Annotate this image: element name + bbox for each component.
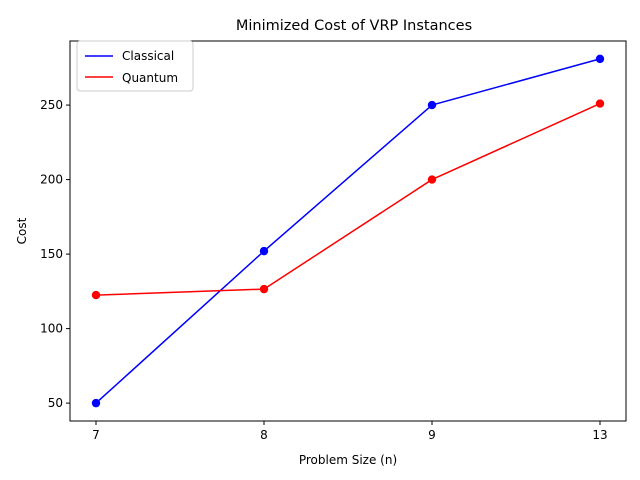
y-tick-label: 200 — [40, 173, 63, 187]
classical-data-point — [259, 246, 269, 256]
quantum-data-point — [259, 284, 269, 294]
x-tick-label: 8 — [260, 428, 268, 442]
classical-data-point — [427, 100, 437, 110]
plot-area — [69, 40, 627, 422]
x-axis-ticks: 7 8 9 13 — [92, 421, 608, 442]
x-axis-label: Problem Size (n) — [299, 453, 397, 467]
series-classical — [91, 54, 605, 408]
classical-series-line — [95, 58, 601, 404]
classical-data-point — [91, 398, 101, 408]
quantum-data-point — [427, 175, 437, 184]
y-tick-label: 250 — [40, 98, 63, 112]
legend-quantum-label: Quantum — [122, 71, 178, 85]
legend-box — [76, 40, 194, 92]
quantum-data-point — [91, 290, 101, 300]
quantum-series-line — [95, 102, 601, 296]
legend: Classical Quantum — [76, 40, 194, 92]
x-tick-label: 9 — [428, 428, 436, 442]
quantum-data-point — [595, 99, 605, 108]
series-layer — [91, 54, 605, 408]
y-axis-label: Cost — [15, 217, 29, 244]
y-axis-ticks: 50 100 150 200 250 — [40, 98, 70, 410]
classical-data-point — [595, 54, 605, 64]
series-quantum — [91, 99, 605, 300]
legend-classical-label: Classical — [122, 49, 174, 63]
chart-title: Minimized Cost of VRP Instances — [236, 18, 472, 34]
y-tick-label: 50 — [48, 396, 63, 410]
x-tick-label: 7 — [92, 428, 100, 442]
x-tick-label: 13 — [592, 428, 607, 442]
y-tick-label: 100 — [40, 322, 63, 336]
y-tick-label: 150 — [40, 247, 63, 261]
